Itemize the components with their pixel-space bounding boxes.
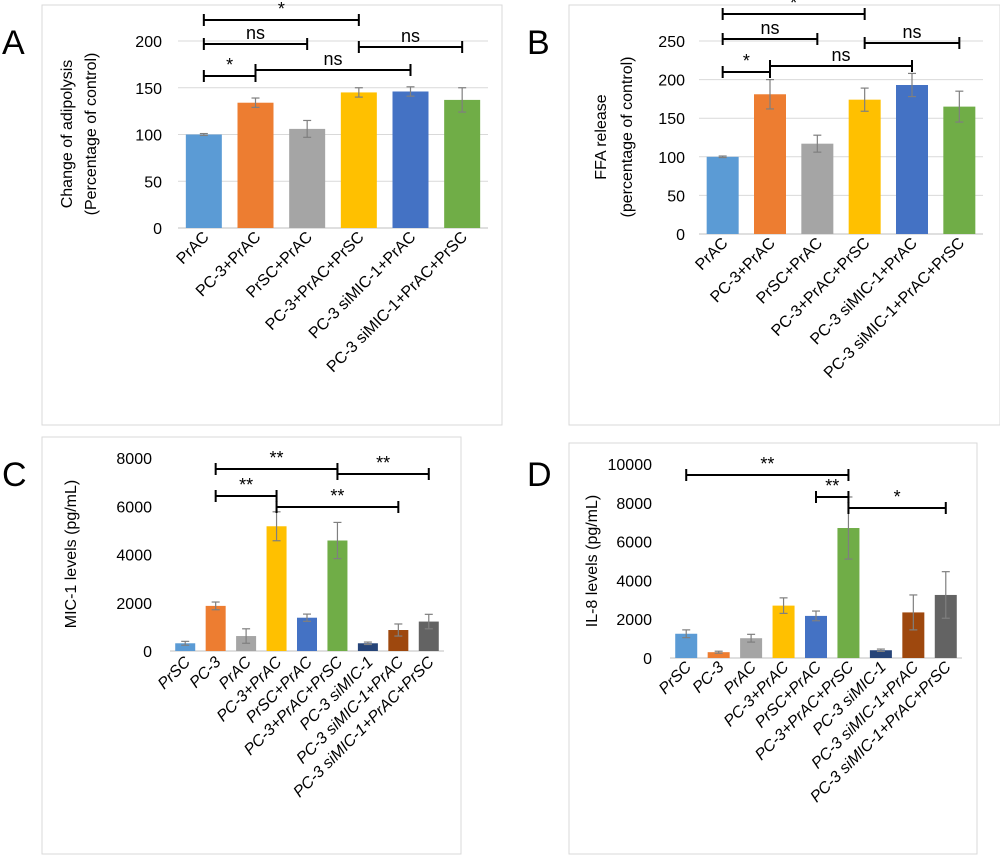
panel-d-significance-label: ** [825, 476, 839, 496]
panel-a-bar [392, 91, 429, 229]
panel-b-bar [754, 94, 786, 234]
panel-c-bar [297, 617, 317, 651]
panel-b-significance-bracket [721, 33, 819, 45]
panel-a-bar [289, 128, 326, 228]
panel-b-bar [848, 99, 881, 234]
panel-a-significance-label: * [278, 0, 285, 19]
panel-c-significance-bracket [214, 490, 278, 502]
panel-d-y-tick-label: 4000 [616, 573, 652, 590]
panel-d-y-tick-label: 0 [643, 651, 652, 668]
panel-a: A 0 50 100 150 200 Change of adipolysis (Perce… [2, 0, 503, 426]
panel-c-y-tick-label: 8000 [116, 451, 152, 468]
panel-a-significance-bracket [254, 64, 412, 76]
panel-c-significance-label: ** [239, 475, 253, 495]
panel-c-significance-bracket [275, 501, 400, 513]
panel-d-bar [934, 594, 957, 658]
panel-d-significance-bracket [847, 502, 947, 514]
panel-d-y-tick-label: 8000 [616, 496, 652, 513]
panel-a-bar [237, 102, 274, 228]
panel-a-y-tick-label: 200 [135, 34, 162, 51]
panel-b-bar [896, 85, 928, 234]
panel-c-bar [418, 621, 439, 651]
panel-c-y-tick-label: 2000 [116, 596, 152, 613]
panel-a-significance-bracket [357, 41, 464, 53]
panel-d-significance-label: ** [760, 454, 774, 474]
panel-b-y-tick-label: 0 [676, 227, 685, 244]
panel-a-significance-label: * [226, 55, 233, 75]
panel-b-significance-label: ns [902, 22, 921, 42]
panel-c-bar [205, 605, 226, 651]
panel-a-y-axis-label: (Percentage of control) [83, 53, 100, 216]
panel-c-significance-label: ** [330, 486, 344, 506]
panel-c-bar [266, 526, 287, 651]
panel-a-y-tick-label: 50 [144, 174, 162, 191]
panel-c-bar [327, 540, 348, 651]
panel-a-significance-label: ns [246, 23, 265, 43]
panel-b-bar [801, 143, 834, 234]
panel-d-bar [837, 528, 860, 658]
panel-d-y-axis-label: IL-8 levels (pg/mL) [584, 495, 601, 628]
panel-d-letter: D [527, 456, 552, 494]
panel-d-significance-bracket [815, 491, 850, 503]
panel-b-letter: B [527, 24, 550, 62]
panel-d-significance-bracket [685, 469, 850, 481]
panel-c-letter: C [2, 456, 27, 494]
panel-a-bar [444, 99, 481, 228]
panel-b-significance-label: ns [831, 45, 850, 65]
panel-a-y-axis-label: Change of adipolysis [59, 60, 76, 209]
panel-d-bar [772, 605, 795, 658]
panel-d-bar [869, 650, 892, 658]
panel-c-y-axis-label: MIC-1 levels (pg/mL) [63, 480, 80, 628]
panel-b: B 0 50 100 150 200 250 FFA release (percentage … [527, 0, 1000, 426]
panel-a-letter: A [2, 24, 25, 62]
panel-a-y-tick-label: 0 [153, 221, 162, 238]
panel-b-y-tick-label: 150 [658, 111, 685, 128]
panel-b-bar [943, 106, 976, 234]
panel-c-y-tick-label: 0 [143, 644, 152, 661]
panel-d-bar [740, 638, 763, 658]
panel-d: D 0 2000 4000 6000 8000 10000 IL-8 levels (pg/… [527, 442, 978, 855]
panel-b-y-tick-label: 50 [667, 188, 685, 205]
panel-d-bar [675, 633, 698, 658]
panel-d-y-tick-label: 6000 [616, 535, 652, 552]
panel-c-bar [388, 630, 409, 651]
panel-c-significance-bracket [336, 468, 430, 480]
panel-b-significance-bracket [721, 8, 866, 20]
panel-b-significance-label: * [790, 0, 797, 13]
panel-d-bar [902, 612, 925, 658]
panel-c-bar [175, 643, 196, 651]
panel-a-significance-label: ns [323, 49, 342, 69]
panel-c-significance-label: ** [376, 453, 390, 473]
panel-a-significance-label: ns [401, 26, 420, 46]
panel-a-y-tick-label: 100 [135, 128, 162, 145]
panel-d-bar [805, 615, 827, 658]
panel-c-significance-label: ** [270, 448, 284, 468]
panel-b-significance-label: * [743, 51, 750, 71]
panel-a-significance-bracket [202, 38, 309, 50]
panel-b-y-axis-label: FFA release [593, 94, 610, 179]
panel-b-y-tick-label: 250 [658, 34, 685, 51]
panel-a-significance-bracket [202, 14, 360, 26]
panel-b-y-tick-label: 200 [658, 73, 685, 90]
panel-d-y-tick-label: 2000 [616, 612, 652, 629]
panel-b-significance-bracket [769, 60, 913, 72]
panel-b-significance-label: ns [760, 18, 779, 38]
panel-b-bar [706, 156, 739, 234]
panel-c-y-tick-label: 6000 [116, 499, 152, 516]
panel-a-y-tick-label: 150 [135, 81, 162, 98]
panel-d-significance-label: * [894, 487, 901, 507]
panel-a-bar [185, 134, 222, 228]
panel-d-bar [707, 652, 730, 658]
panel-c-bar [357, 643, 378, 651]
panel-d-y-tick-label: 10000 [608, 457, 653, 474]
panel-a-bar [340, 92, 377, 228]
panel-b-y-tick-label: 100 [658, 150, 685, 167]
panel-b-y-axis-label: (percentage of control) [619, 57, 636, 218]
panel-b-significance-bracket [863, 37, 961, 49]
panel-c-y-tick-label: 4000 [116, 548, 152, 565]
